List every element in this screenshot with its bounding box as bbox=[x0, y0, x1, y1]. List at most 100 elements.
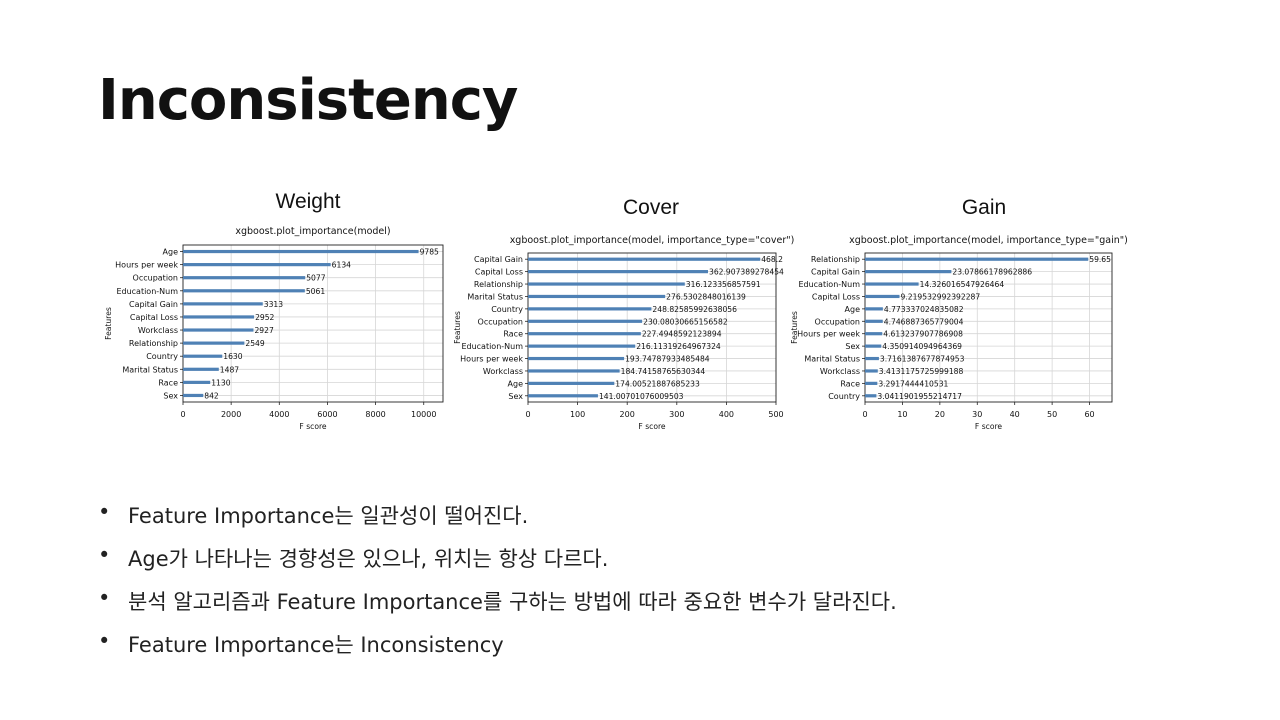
bullet-text: Feature Importance는 Inconsistency bbox=[128, 633, 504, 657]
panel-heading-weight: Weight bbox=[275, 190, 341, 213]
category-tick-label: Capital Gain bbox=[474, 255, 523, 264]
category-tick-label: Marital Status bbox=[122, 365, 178, 374]
data-label: 4.746887365779004 bbox=[884, 317, 964, 326]
bar bbox=[865, 282, 919, 286]
x-tick-label: 100 bbox=[570, 410, 585, 419]
data-label: 3313 bbox=[264, 300, 283, 309]
category-tick-label: Workclass bbox=[820, 367, 860, 376]
bar bbox=[865, 344, 882, 348]
x-axis-label: F score bbox=[975, 422, 1003, 431]
bar bbox=[528, 344, 636, 348]
category-tick-label: Country bbox=[828, 392, 860, 401]
data-label: 184.74158765630344 bbox=[621, 367, 706, 376]
bar bbox=[183, 393, 204, 398]
bar bbox=[865, 307, 883, 311]
category-tick-label: Education-Num bbox=[116, 287, 178, 296]
bar bbox=[865, 257, 1089, 261]
bar bbox=[528, 356, 625, 361]
category-tick-label: Age bbox=[508, 379, 524, 388]
bullet-item: • Feature Importance는 Inconsistency bbox=[98, 629, 897, 672]
bar bbox=[528, 394, 598, 398]
chart-title: xgboost.plot_importance(model, importanc… bbox=[849, 235, 1128, 246]
x-tick-label: 2000 bbox=[221, 410, 241, 419]
data-label: 468.2 bbox=[761, 255, 783, 264]
data-label: 248.82585992638056 bbox=[652, 305, 737, 314]
data-label: 2952 bbox=[255, 313, 274, 322]
bar bbox=[528, 282, 685, 286]
bar bbox=[865, 369, 878, 373]
bar bbox=[528, 270, 709, 274]
x-axis-label: F score bbox=[638, 422, 666, 431]
category-tick-label: Race bbox=[840, 379, 860, 388]
category-tick-label: Sex bbox=[163, 391, 178, 400]
category-tick-label: Age bbox=[845, 305, 861, 314]
data-label: 9.219532992392287 bbox=[901, 292, 981, 301]
x-tick-label: 20 bbox=[935, 410, 945, 419]
category-tick-label: Relationship bbox=[474, 280, 523, 289]
bar bbox=[183, 263, 331, 267]
y-axis-label: Features bbox=[104, 307, 113, 340]
bar bbox=[865, 381, 878, 385]
data-label: 3.2917444410531 bbox=[878, 379, 948, 388]
bar bbox=[183, 302, 263, 306]
bullet-text: 분석 알고리즘과 Feature Importance를 구하는 방법에 따라 … bbox=[128, 590, 897, 614]
bar bbox=[183, 289, 305, 293]
data-label: 4.773337024835082 bbox=[884, 305, 964, 314]
bullet-text: Age가 나타나는 경향성은 있으나, 위치는 항상 다르다. bbox=[128, 547, 609, 571]
plot-frame bbox=[182, 244, 444, 403]
category-tick-label: Sex bbox=[845, 342, 860, 351]
bar bbox=[183, 276, 306, 280]
category-tick-label: Race bbox=[158, 378, 178, 387]
bar bbox=[528, 369, 620, 373]
category-tick-label: Capital Loss bbox=[130, 313, 178, 322]
category-tick-label: Occupation bbox=[478, 317, 523, 326]
plot-frame bbox=[527, 252, 777, 403]
bar bbox=[528, 257, 761, 261]
bar bbox=[183, 380, 211, 384]
category-tick-label: Marital Status bbox=[804, 355, 860, 364]
bar bbox=[528, 307, 652, 311]
chart-title: xgboost.plot_importance(model, importanc… bbox=[510, 235, 795, 246]
bar bbox=[865, 332, 883, 336]
data-label: 141.00701076009503 bbox=[599, 392, 684, 401]
category-tick-label: Sex bbox=[508, 392, 523, 401]
bullet-dot: • bbox=[98, 629, 111, 653]
data-label: 2927 bbox=[254, 326, 273, 335]
x-tick-label: 0 bbox=[862, 410, 867, 419]
data-label: 6134 bbox=[332, 261, 351, 270]
x-tick-label: 300 bbox=[669, 410, 684, 419]
data-label: 59.65 bbox=[1089, 255, 1111, 264]
x-tick-label: 40 bbox=[1010, 410, 1020, 419]
bullet-text: Feature Importance는 일관성이 떨어진다. bbox=[128, 504, 529, 528]
panel-heading-cover: Cover bbox=[622, 196, 680, 219]
category-tick-label: Age bbox=[163, 248, 179, 257]
data-label: 362.907389278454 bbox=[709, 268, 784, 277]
bullet-list: • Feature Importance는 일관성이 떨어진다. • Age가 나타… bbox=[98, 500, 897, 672]
data-label: 5061 bbox=[306, 287, 325, 296]
bullet-item: • Feature Importance는 일관성이 떨어진다. bbox=[98, 500, 897, 543]
data-label: 4.613237907786908 bbox=[883, 330, 963, 339]
category-tick-label: Country bbox=[491, 305, 523, 314]
category-tick-label: Relationship bbox=[129, 339, 178, 348]
bullet-dot: • bbox=[98, 500, 111, 524]
data-label: 2549 bbox=[245, 339, 264, 348]
x-tick-label: 30 bbox=[972, 410, 982, 419]
category-tick-label: Capital Gain bbox=[811, 268, 860, 277]
x-tick-label: 0 bbox=[525, 410, 530, 419]
bar bbox=[865, 270, 952, 274]
data-label: 193.74787933485484 bbox=[625, 355, 710, 364]
slide-title: Inconsistency bbox=[98, 68, 518, 133]
data-label: 23.07866178962886 bbox=[952, 268, 1032, 277]
data-label: 216.11319264967324 bbox=[636, 342, 721, 351]
data-label: 3.0411901955214717 bbox=[877, 392, 962, 401]
x-tick-label: 10000 bbox=[411, 410, 436, 419]
bar bbox=[528, 381, 615, 385]
x-tick-label: 60 bbox=[1084, 410, 1094, 419]
bar bbox=[528, 332, 641, 336]
data-label: 1487 bbox=[220, 365, 239, 374]
category-tick-label: Hours per week bbox=[115, 261, 178, 270]
x-tick-label: 10 bbox=[897, 410, 907, 419]
data-label: 1630 bbox=[223, 352, 242, 361]
